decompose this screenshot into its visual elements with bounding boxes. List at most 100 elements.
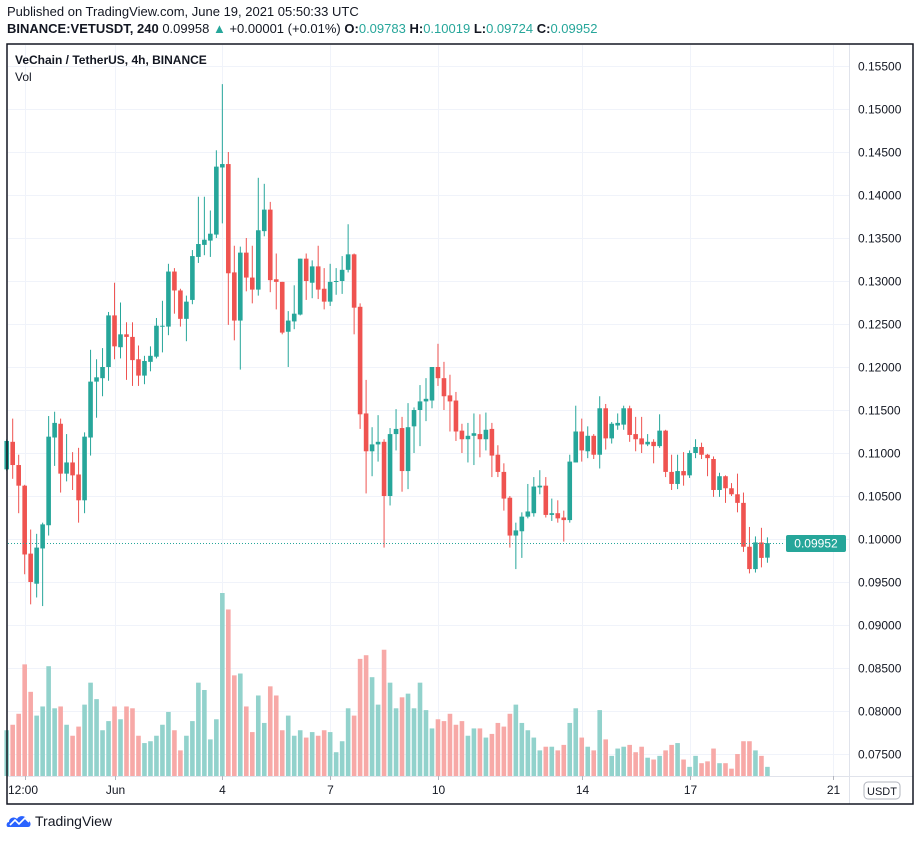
- volume-bar: [453, 724, 459, 776]
- volume-bar: [603, 739, 608, 776]
- time-tick-label: 10: [432, 783, 446, 797]
- candle-up: [483, 429, 489, 440]
- volume-bar: [16, 713, 21, 776]
- candle-up: [64, 462, 69, 474]
- candle-up: [609, 423, 614, 439]
- candle-down: [273, 279, 279, 282]
- volume-bar: [172, 730, 177, 776]
- price-tick-label: 0.11000: [858, 447, 901, 461]
- volume-bar: [154, 735, 159, 776]
- candle-down: [453, 400, 459, 432]
- price-tick-label: 0.08000: [858, 705, 902, 719]
- candle-down: [591, 435, 597, 455]
- price-tick-label: 0.11500: [858, 404, 901, 418]
- volume-bar: [160, 724, 165, 776]
- candle-up: [142, 360, 147, 376]
- volume-bar: [309, 732, 315, 776]
- volume-bar: [519, 722, 525, 776]
- candle-up: [657, 430, 662, 447]
- time-tick-label: 12:00: [8, 783, 38, 797]
- candle-up: [405, 427, 411, 472]
- candle-up: [333, 281, 339, 283]
- symbol-info-bar: BINANCE:VETUSDT, 240 0.09958 ▲ +0.00001 …: [7, 21, 597, 36]
- volume-bar: [40, 706, 45, 776]
- candle-up: [765, 543, 770, 558]
- candle-down: [741, 502, 746, 547]
- candle-up: [327, 281, 333, 302]
- time-tick-label: 17: [684, 783, 698, 797]
- time-tick-label: 4: [219, 783, 226, 797]
- candle-down: [16, 465, 21, 486]
- candle-down: [267, 209, 273, 281]
- candle-up: [675, 471, 680, 484]
- volume-bar: [723, 763, 728, 776]
- price-tick-label: 0.15000: [858, 103, 902, 117]
- time-axis[interactable]: 12:00 Jun 4 7 10 14 17 21: [8, 776, 840, 797]
- candle-up: [531, 486, 537, 514]
- low-value: 0.09724: [486, 21, 534, 36]
- logo-text: TradingView: [35, 813, 113, 829]
- volume-bar: [483, 737, 489, 776]
- candle-up: [429, 367, 435, 401]
- candle-down: [579, 431, 585, 451]
- candle-up: [393, 428, 399, 435]
- candle-up: [46, 436, 51, 526]
- volume-bar: [94, 699, 99, 776]
- volume-bar: [681, 759, 686, 776]
- price-tick-label: 0.15500: [858, 60, 902, 74]
- price-tick-label: 0.10500: [858, 490, 902, 504]
- candle-down: [315, 266, 321, 290]
- symbol-label: BINANCE:VETUSDT, 240: [7, 21, 159, 36]
- volume-bar: [639, 746, 644, 776]
- volume-bar: [369, 677, 375, 776]
- currency-badge[interactable]: USDT: [863, 781, 901, 800]
- price-tick-label: 0.13500: [858, 232, 902, 246]
- volume-bar: [507, 713, 513, 776]
- volume-bar: [255, 695, 261, 776]
- volume-bar: [321, 730, 327, 776]
- candle-up: [585, 435, 591, 452]
- volume-bar: [46, 666, 51, 776]
- candle-down: [226, 164, 231, 274]
- volume-bar: [495, 722, 501, 776]
- volume-bar: [447, 713, 453, 776]
- candle-up: [118, 334, 123, 348]
- candle-down: [435, 367, 441, 379]
- candle-down: [58, 423, 63, 474]
- candle-up: [471, 433, 477, 436]
- candle-down: [70, 462, 75, 476]
- volume-bar: [142, 743, 147, 776]
- candle-up: [106, 315, 111, 368]
- volume-bar: [363, 655, 369, 776]
- volume-bar: [567, 722, 573, 776]
- last-price: 0.09958: [162, 21, 210, 36]
- candle-up: [196, 244, 201, 257]
- volume-bar: [232, 675, 237, 776]
- volume-bar: [741, 741, 746, 776]
- candle-up: [525, 511, 531, 517]
- volume-bar: [28, 691, 33, 776]
- high-label: H:: [409, 21, 424, 36]
- volume-bar: [573, 708, 579, 776]
- tradingview-logo[interactable]: TradingView: [6, 813, 112, 829]
- volume-bar: [699, 763, 704, 776]
- volume-bar: [705, 761, 710, 776]
- candle-down: [232, 272, 237, 321]
- volume-bar: [657, 755, 662, 776]
- candle-up: [549, 513, 555, 515]
- volume-bar: [64, 724, 69, 776]
- candle-down: [759, 542, 764, 558]
- time-tick-label: Jun: [106, 783, 125, 797]
- candle-down: [555, 513, 561, 519]
- candle-down: [351, 254, 357, 308]
- volume-bar: [621, 746, 626, 776]
- price-tick-label: 0.07500: [858, 748, 902, 762]
- volume-bar: [501, 726, 507, 776]
- volume-bar: [22, 664, 27, 776]
- candle-down: [441, 378, 447, 397]
- volume-bar: [124, 706, 129, 776]
- candle-up: [154, 325, 159, 357]
- candle-up: [214, 166, 219, 235]
- price-axis[interactable]: 0.15500 0.15000 0.14500 0.14000 0.13500 0.130…: [858, 60, 902, 762]
